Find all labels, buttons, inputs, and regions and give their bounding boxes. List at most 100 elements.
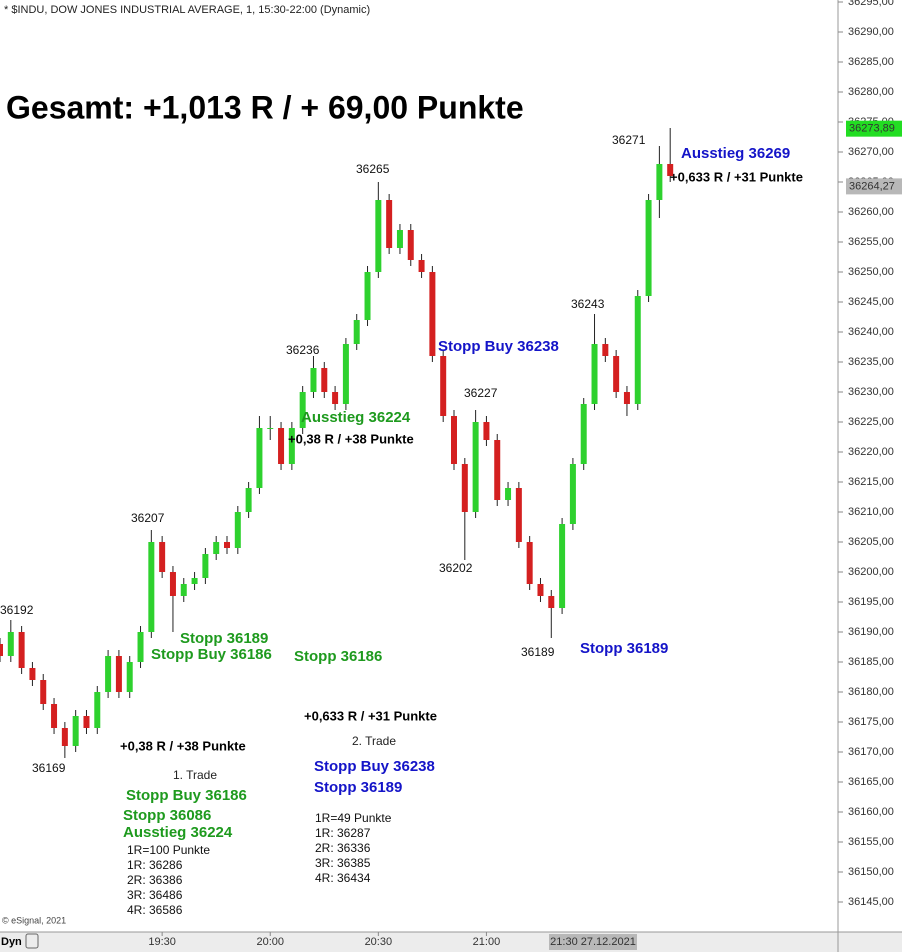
- y-tick-label: 36170,00: [848, 746, 894, 758]
- annotation: Stopp Buy 36186: [126, 787, 247, 804]
- candle-body: [440, 356, 447, 416]
- candle-body: [623, 392, 630, 404]
- candle-body: [526, 542, 533, 584]
- annotation: Ausstieg 36224: [301, 409, 411, 426]
- candle-body: [645, 200, 652, 296]
- y-tick-label: 36285,00: [848, 56, 894, 68]
- annotation: 3R: 36486: [127, 888, 183, 902]
- candle-body: [234, 512, 241, 548]
- candle-body: [321, 368, 328, 392]
- y-tick-label: 36230,00: [848, 386, 894, 398]
- candle-body: [483, 422, 490, 440]
- y-tick-label: 36165,00: [848, 776, 894, 788]
- candle-body: [288, 428, 295, 464]
- annotation: 36189: [521, 645, 555, 659]
- candle-body: [494, 440, 501, 500]
- candle-body: [94, 692, 101, 728]
- annotation: 36271: [612, 133, 646, 147]
- candle-body: [505, 488, 512, 500]
- annotation: 1R: 36287: [315, 826, 371, 840]
- header: * $INDU, DOW JONES INDUSTRIAL AVERAGE, 1…: [4, 4, 370, 16]
- annotation: 1R=100 Punkte: [127, 843, 210, 857]
- candle-body: [353, 320, 360, 344]
- annotation: +0,38 R / +38 Punkte: [288, 431, 414, 446]
- y-tick-label: 36185,00: [848, 656, 894, 668]
- candle-body: [7, 632, 14, 656]
- y-tick-label: 36190,00: [848, 626, 894, 638]
- candle-body: [386, 200, 393, 248]
- candle-body: [656, 164, 663, 200]
- candle-body: [602, 344, 609, 356]
- candle-body: [613, 356, 620, 392]
- candle-body: [0, 644, 3, 656]
- crosshair-time-box: [549, 934, 637, 950]
- annotation: 2R: 36336: [315, 841, 371, 855]
- candle-body: [299, 392, 306, 428]
- annotation: Stopp 36086: [123, 807, 211, 824]
- y-tick-label: 36200,00: [848, 566, 894, 578]
- annotation: Stopp 36189: [580, 640, 668, 657]
- candle-body: [213, 542, 220, 554]
- annotation: Stopp Buy 36186: [151, 646, 272, 663]
- candle-body: [126, 662, 133, 692]
- annotation: +0,633 R / +31 Punkte: [670, 169, 803, 184]
- last-price-box: [846, 120, 902, 137]
- x-tick-label: 20:30: [365, 936, 393, 948]
- annotation: 1. Trade: [173, 768, 217, 782]
- candle-body: [256, 428, 263, 488]
- candle-body: [51, 704, 58, 728]
- y-tick-label: 36250,00: [848, 266, 894, 278]
- crosshair-price-label: 36264,27: [849, 180, 895, 192]
- candle-body: [396, 230, 403, 248]
- annotation: +0,633 R / +31 Punkte: [304, 708, 437, 723]
- candle-body: [278, 428, 285, 464]
- crosshair-time: 21:30 27.12.2021: [550, 936, 636, 948]
- candle-body: [667, 164, 674, 176]
- candle-body: [115, 656, 122, 692]
- candle-body: [267, 428, 274, 429]
- y-tick-label: 36160,00: [848, 806, 894, 818]
- y-tick-label: 36210,00: [848, 506, 894, 518]
- candle-body: [634, 296, 641, 404]
- candle-body: [472, 422, 479, 512]
- y-tick-label: 36150,00: [848, 866, 894, 878]
- annotation: 36169: [32, 761, 66, 775]
- candle-body: [375, 200, 382, 272]
- candle-body: [591, 344, 598, 404]
- annotation: 2. Trade: [352, 734, 396, 748]
- y-tick-label: 36290,00: [848, 26, 894, 38]
- candle-body: [61, 728, 68, 746]
- y-tick-label: 36280,00: [848, 86, 894, 98]
- annotation: 4R: 36434: [315, 871, 371, 885]
- annotation: 2R: 36386: [127, 873, 183, 887]
- crosshair-price-box: [846, 178, 902, 195]
- annotation: 36227: [464, 386, 498, 400]
- candle-body: [418, 260, 425, 272]
- candle-body: [18, 632, 25, 668]
- candle-body: [580, 404, 587, 464]
- annotation: +0,38 R / +38 Punkte: [120, 738, 246, 753]
- y-tick-label: 36145,00: [848, 896, 894, 908]
- annotation: Ausstieg 36269: [681, 145, 790, 162]
- candle-body: [29, 668, 36, 680]
- candle-body: [137, 632, 144, 662]
- last-price-label: 36273,89: [849, 123, 895, 135]
- candle-body: [191, 578, 198, 584]
- candle-body: [40, 680, 47, 704]
- y-tick-label: 36225,00: [848, 416, 894, 428]
- y-tick-label: 36215,00: [848, 476, 894, 488]
- y-tick-label: 36245,00: [848, 296, 894, 308]
- candle-body: [429, 272, 436, 356]
- lock-icon[interactable]: [25, 933, 39, 949]
- annotation: Stopp Buy 36238: [438, 338, 559, 355]
- y-tick-label: 36220,00: [848, 446, 894, 458]
- candle-body: [148, 542, 155, 632]
- y-tick-label: 36270,00: [848, 146, 894, 158]
- candle-body: [245, 488, 252, 512]
- y-tick-label: 36195,00: [848, 596, 894, 608]
- candle-body: [83, 716, 90, 728]
- candle-body: [180, 584, 187, 596]
- y-tick-label: 36175,00: [848, 716, 894, 728]
- candle-body: [342, 344, 349, 404]
